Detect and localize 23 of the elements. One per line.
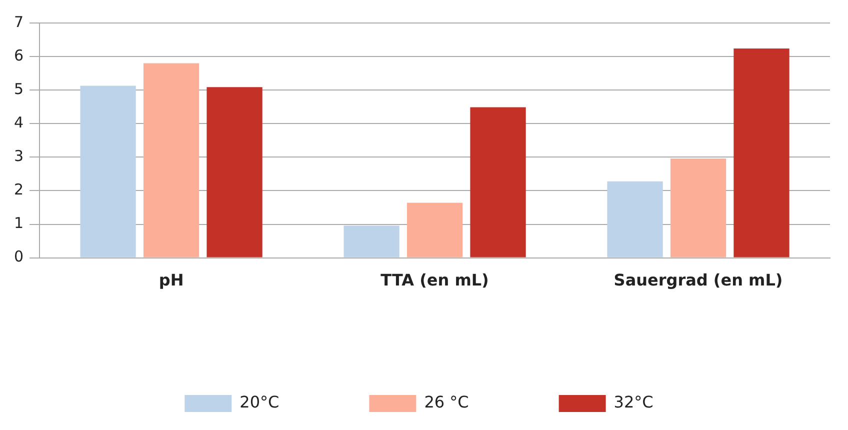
bar: [607, 181, 663, 258]
y-tick-label: 3: [14, 147, 24, 166]
y-tick-label: 0: [14, 248, 24, 266]
bar: [143, 63, 200, 258]
y-tick-label: 1: [14, 214, 24, 232]
legend-label: 26 °C: [424, 392, 469, 412]
bar: [206, 87, 262, 258]
bar: [470, 107, 526, 258]
y-tick-label: 6: [14, 46, 24, 64]
x-tick-label: TTA (en mL): [380, 270, 489, 290]
y-tick-label: 4: [14, 114, 24, 132]
x-tick-label: Sauergrad (en mL): [614, 270, 783, 290]
legend-label: 20°C: [240, 392, 280, 412]
y-tick-label: 5: [14, 80, 24, 98]
bar: [80, 86, 136, 258]
legend-label: 32°C: [614, 392, 654, 412]
x-tick-label: pH: [158, 270, 184, 290]
bar: [670, 158, 726, 258]
bar: [344, 226, 400, 258]
y-tick-label: 2: [14, 180, 24, 199]
bar: [734, 48, 790, 258]
bar: [406, 202, 463, 258]
y-tick-label: 7: [14, 12, 24, 31]
